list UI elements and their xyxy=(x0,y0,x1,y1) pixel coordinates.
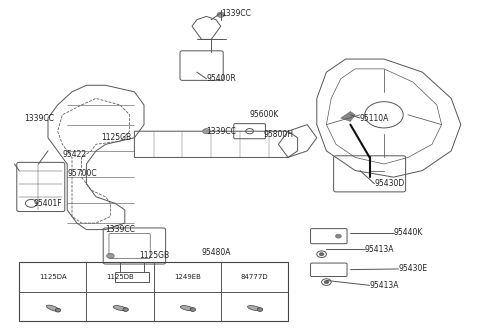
Circle shape xyxy=(336,234,341,238)
Text: 95401F: 95401F xyxy=(34,199,62,208)
Text: 95413A: 95413A xyxy=(370,281,399,290)
Text: 1339CC: 1339CC xyxy=(206,127,236,136)
Text: 95800H: 95800H xyxy=(264,130,294,139)
Text: 95430D: 95430D xyxy=(374,179,405,188)
Bar xyxy=(19,262,288,321)
Ellipse shape xyxy=(113,306,127,311)
Text: 95430E: 95430E xyxy=(398,264,428,274)
Text: 95422: 95422 xyxy=(62,150,86,159)
Ellipse shape xyxy=(180,306,194,311)
Text: 95400R: 95400R xyxy=(206,74,236,83)
Circle shape xyxy=(319,253,324,256)
Circle shape xyxy=(324,280,329,284)
Text: 1125DB: 1125DB xyxy=(106,274,134,280)
Text: 1339CC: 1339CC xyxy=(106,225,135,234)
Circle shape xyxy=(107,253,114,258)
Text: 1339CC: 1339CC xyxy=(221,9,251,18)
Bar xyxy=(115,272,149,282)
Circle shape xyxy=(217,12,225,17)
Text: 95700C: 95700C xyxy=(67,169,97,178)
Ellipse shape xyxy=(248,306,261,311)
Ellipse shape xyxy=(190,308,195,311)
Text: 1249EB: 1249EB xyxy=(174,274,201,280)
Ellipse shape xyxy=(123,308,128,311)
Ellipse shape xyxy=(257,308,263,311)
Text: 95413A: 95413A xyxy=(365,245,394,254)
Ellipse shape xyxy=(47,305,59,311)
Circle shape xyxy=(203,129,210,134)
Text: 84777D: 84777D xyxy=(240,274,268,280)
Text: 95480A: 95480A xyxy=(202,248,231,257)
Ellipse shape xyxy=(55,308,60,312)
Text: 1339CC: 1339CC xyxy=(24,113,54,123)
Text: 1125GB: 1125GB xyxy=(101,133,131,142)
Text: 95600K: 95600K xyxy=(250,110,279,119)
Text: 95440K: 95440K xyxy=(394,228,423,237)
Text: 95110A: 95110A xyxy=(360,113,389,123)
Polygon shape xyxy=(341,112,355,121)
Text: 1125GB: 1125GB xyxy=(139,251,169,260)
Text: 1125DA: 1125DA xyxy=(39,274,67,280)
